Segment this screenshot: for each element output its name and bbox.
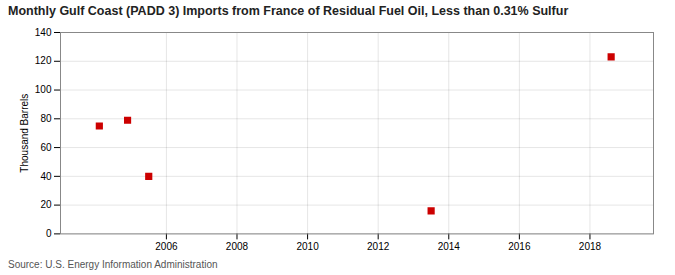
svg-text:2014: 2014 xyxy=(438,241,461,252)
svg-text:2006: 2006 xyxy=(155,241,178,252)
svg-text:2010: 2010 xyxy=(296,241,319,252)
svg-text:60: 60 xyxy=(40,141,52,152)
svg-text:2016: 2016 xyxy=(508,241,531,252)
svg-text:20: 20 xyxy=(40,199,52,210)
svg-text:100: 100 xyxy=(35,84,52,95)
svg-text:40: 40 xyxy=(40,170,52,181)
svg-text:2008: 2008 xyxy=(226,241,249,252)
svg-text:80: 80 xyxy=(40,113,52,124)
svg-text:Thousand Barrels: Thousand Barrels xyxy=(19,93,30,172)
svg-text:120: 120 xyxy=(35,55,52,66)
html-text:Source: U.S. Energy Informatio: Source: U.S. Energy Information Administ… xyxy=(8,259,218,270)
svg-text:2012: 2012 xyxy=(367,241,390,252)
svg-text:2018: 2018 xyxy=(579,241,602,252)
svg-text:140: 140 xyxy=(35,26,52,37)
html-text:Monthly Gulf Coast (PADD 3) Im: Monthly Gulf Coast (PADD 3) Imports from… xyxy=(8,4,569,18)
svg-text:0: 0 xyxy=(46,228,52,239)
